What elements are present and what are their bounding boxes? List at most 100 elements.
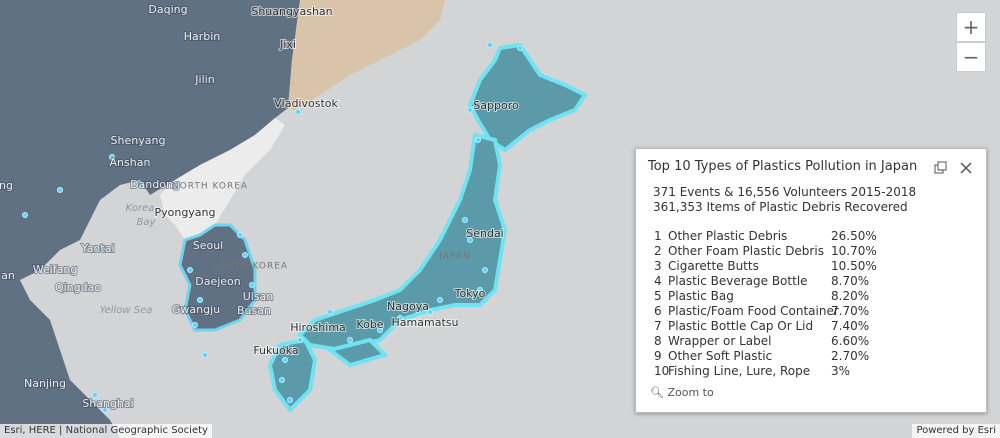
place-label: Sendai bbox=[466, 227, 504, 240]
plastic-type: Wrapper or Label bbox=[668, 334, 772, 348]
event-dot bbox=[249, 282, 255, 288]
event-dot bbox=[287, 397, 293, 403]
place-label: Qingdao bbox=[55, 281, 101, 294]
event-dot bbox=[397, 315, 403, 321]
north-korea bbox=[160, 118, 285, 240]
event-dot bbox=[462, 217, 468, 223]
event-dot bbox=[192, 322, 198, 328]
percentage: 7.70% bbox=[831, 304, 870, 318]
table-row: 8 Wrapper or Label 6.60% bbox=[654, 334, 974, 349]
event-dot bbox=[109, 154, 115, 160]
table-row: 10 Fishing Line, Lure, Rope 3% bbox=[654, 364, 974, 379]
place-label: Anshan bbox=[110, 156, 151, 169]
place-label: Weifang bbox=[33, 263, 78, 276]
place-label: JAPAN bbox=[438, 252, 470, 262]
event-dot bbox=[57, 187, 63, 193]
map-labels: Daqing Shuangyashan Harbin Jixi Jilin Vladivo… bbox=[0, 2, 520, 411]
japan bbox=[267, 42, 588, 414]
place-label: Korea bbox=[126, 203, 155, 214]
rank: 3 bbox=[654, 259, 662, 273]
zoom-out[interactable]: − bbox=[956, 42, 986, 72]
summary-line: 371 Events & 16,556 Volunteers 2015-2018 bbox=[653, 185, 917, 199]
rank: 5 bbox=[654, 289, 662, 303]
zoom-to-label[interactable]: Zoom to bbox=[667, 386, 714, 399]
rank: 10 bbox=[654, 364, 670, 378]
event-dot bbox=[297, 337, 303, 343]
plastic-type: Other Foam Plastic Debris bbox=[668, 244, 824, 258]
place-label: Hamamatsu bbox=[392, 316, 459, 329]
rank: 9 bbox=[654, 349, 662, 363]
zoom-to[interactable]: 🔍︎ Zoom to bbox=[650, 386, 714, 399]
rank: 1 bbox=[654, 229, 662, 243]
place-label: Hiroshima bbox=[290, 321, 346, 334]
event-dot bbox=[197, 297, 203, 303]
rank: 2 bbox=[654, 244, 662, 258]
percentage: 8.70% bbox=[831, 274, 870, 288]
hokkaido bbox=[467, 42, 588, 153]
rank: 7 bbox=[654, 319, 662, 333]
event-dot bbox=[482, 267, 488, 273]
place-label: Daqing bbox=[148, 3, 187, 16]
plastics-table: 1 Other Plastic Debris 26.50% 2 Other Foam P… bbox=[654, 229, 974, 379]
event-dot bbox=[242, 252, 248, 258]
percentage: 2.70% bbox=[831, 349, 870, 363]
place-label: Daejeon bbox=[195, 275, 241, 288]
event-dot bbox=[92, 392, 98, 398]
event-dot bbox=[295, 109, 301, 115]
place-label: Yellow Sea bbox=[100, 305, 153, 316]
popup-title: Top 10 Types of Plastics Pollution in Ja… bbox=[648, 159, 918, 174]
table-row: 9 Other Soft Plastic 2.70% bbox=[654, 349, 974, 364]
percentage: 3% bbox=[831, 364, 851, 378]
place-label: Shenyang bbox=[111, 134, 166, 147]
place-label: Busan bbox=[237, 304, 271, 317]
event-dot bbox=[347, 337, 353, 343]
place-label: Jixi bbox=[279, 38, 296, 51]
event-dot bbox=[137, 182, 143, 188]
plastic-type: Other Soft Plastic bbox=[668, 349, 773, 363]
event-dots bbox=[22, 42, 523, 413]
close-button[interactable] bbox=[960, 162, 972, 174]
event-dot bbox=[102, 407, 108, 413]
event-dot bbox=[487, 42, 493, 48]
powered-by: Powered by Esri bbox=[912, 424, 1000, 438]
zoom-in[interactable]: + bbox=[956, 12, 986, 42]
place-label: Pyongyang bbox=[154, 206, 215, 219]
place-label: NORTH KOREA bbox=[172, 182, 248, 192]
plastic-type: Cigarette Butts bbox=[668, 259, 759, 273]
place-label: Bay bbox=[137, 217, 157, 228]
place-label: Shanghai bbox=[82, 397, 133, 410]
place-label: Jilin bbox=[194, 73, 214, 86]
place-label: SOUTH KOREA bbox=[212, 262, 288, 272]
dock-icon bbox=[937, 161, 947, 171]
plastic-type: Plastic/Foam Food Container bbox=[668, 304, 839, 318]
place-label: Nagoya bbox=[387, 300, 429, 313]
event-dot bbox=[279, 377, 285, 383]
event-dot bbox=[427, 309, 433, 315]
place-label: Ulsan bbox=[243, 290, 274, 303]
popup-actions bbox=[934, 161, 972, 174]
percentage: 26.50% bbox=[831, 229, 877, 243]
table-row: 2 Other Foam Plastic Debris 10.70% bbox=[654, 244, 974, 259]
place-label: Harbin bbox=[184, 30, 221, 43]
place-label: Seoul bbox=[193, 239, 224, 252]
event-dot bbox=[282, 357, 288, 363]
event-dot bbox=[22, 212, 28, 218]
place-label: Tokyo bbox=[454, 287, 486, 300]
event-dot bbox=[517, 45, 523, 51]
event-dot bbox=[477, 287, 483, 293]
kyushu bbox=[267, 337, 318, 414]
place-label: Gwangju bbox=[172, 303, 220, 316]
summary-line: 361,353 Items of Plastic Debris Recovere… bbox=[653, 200, 908, 214]
percentage: 10.70% bbox=[831, 244, 877, 258]
rank: 8 bbox=[654, 334, 662, 348]
event-dot bbox=[467, 237, 473, 243]
table-row: 3 Cigarette Butts 10.50% bbox=[654, 259, 974, 274]
plastic-type: Plastic Bottle Cap Or Lid bbox=[668, 319, 814, 333]
event-dot bbox=[475, 137, 481, 143]
percentage: 10.50% bbox=[831, 259, 877, 273]
event-dot bbox=[187, 267, 193, 273]
table-row: 5 Plastic Bag 8.20% bbox=[654, 289, 974, 304]
event-dot bbox=[237, 232, 243, 238]
